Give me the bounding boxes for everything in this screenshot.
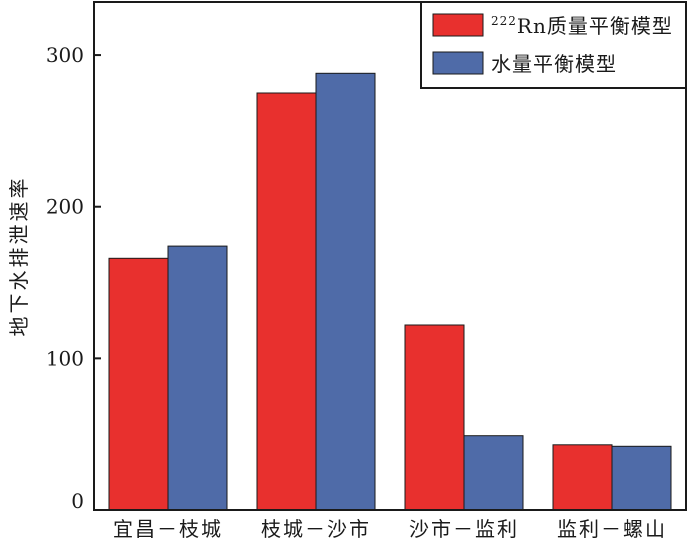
x-category-label: 沙市－监利 <box>409 517 519 541</box>
y-axis-title: 地下水排泄速率 <box>7 176 31 337</box>
bar-rn-model-3 <box>404 324 465 511</box>
y-tick-label: 200 <box>46 195 84 219</box>
bar-rn-model-4 <box>552 444 613 511</box>
x-category-label: 宜昌－枝城 <box>113 517 223 541</box>
y-axis-ticks: 0 100 200 300 <box>46 43 101 513</box>
legend-label-main: Rn质量平衡模型 <box>517 14 673 38</box>
y-tick-label: 300 <box>46 43 84 67</box>
x-category-label: 监利－螺山 <box>557 517 667 541</box>
bars-group <box>108 72 672 511</box>
legend: 222Rn质量平衡模型 水量平衡模型 <box>420 1 687 89</box>
bar-rn-model-2 <box>256 92 317 511</box>
y-tick-label: 0 <box>71 489 84 513</box>
legend-swatch-water-model <box>432 51 484 75</box>
bar-water-model-1 <box>167 245 228 511</box>
legend-label-rn-model: 222Rn质量平衡模型 <box>491 14 673 38</box>
legend-swatch-rn-model <box>432 13 484 37</box>
x-category-label: 枝城－沙市 <box>261 517 371 541</box>
bar-rn-model-1 <box>108 257 169 511</box>
plot-frame <box>93 1 687 511</box>
bar-water-model-4 <box>611 445 672 511</box>
bar-water-model-3 <box>463 435 524 511</box>
x-axis-labels: 宜昌－枝城 枝城－沙市 沙市－监利 监利－螺山 <box>113 517 667 541</box>
legend-label-superscript: 222 <box>491 14 517 28</box>
y-tick-label: 100 <box>46 346 84 370</box>
legend-label-water-model: 水量平衡模型 <box>491 52 617 76</box>
bar-water-model-2 <box>315 72 376 511</box>
